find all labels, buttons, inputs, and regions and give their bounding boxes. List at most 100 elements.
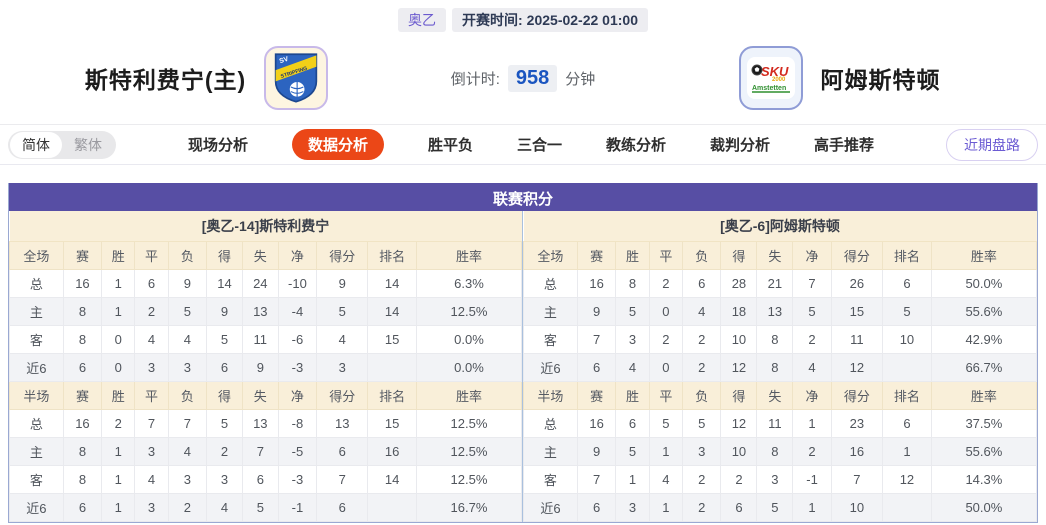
column-header: 失 <box>756 380 794 410</box>
stat-cell: 8 <box>756 352 794 382</box>
stat-cell <box>367 352 417 382</box>
column-header: 净 <box>277 380 318 410</box>
stat-cell: 9 <box>206 296 243 326</box>
stat-cell: -6 <box>277 324 318 354</box>
stat-cell: 24 <box>241 268 279 298</box>
stat-cell: 1 <box>101 296 136 326</box>
recent-odds-button[interactable]: 近期盘路 <box>946 128 1038 161</box>
stat-cell: 5 <box>615 436 650 466</box>
row-label: 总 <box>523 408 578 438</box>
lang-segment-1[interactable]: 繁体 <box>74 136 102 153</box>
column-header: 净 <box>277 240 318 270</box>
tab-三合一[interactable]: 三合一 <box>516 137 562 154</box>
stat-cell: 6 <box>241 464 279 494</box>
stat-cell: 28 <box>720 268 758 298</box>
column-header: 平 <box>648 240 684 270</box>
stat-cell: 9 <box>167 268 208 298</box>
column-header: 净 <box>792 240 832 270</box>
tab-胜平负[interactable]: 胜平负 <box>427 137 473 154</box>
stat-cell <box>882 352 932 382</box>
stat-cell: -3 <box>277 464 318 494</box>
stat-cell: 4 <box>615 352 650 382</box>
table-row: 客 8 1 4 3 3 6 -3 7 14 12.5% <box>9 464 523 494</box>
stat-cell: 0.0% <box>415 324 523 354</box>
stat-cell: 13 <box>241 296 279 326</box>
column-header: 胜率 <box>415 240 523 270</box>
row-label: 总 <box>523 268 578 298</box>
table-row: 近6 6 4 0 2 12 8 4 12 66.7% <box>523 352 1037 382</box>
tab-现场分析[interactable]: 现场分析 <box>187 137 248 154</box>
stat-cell: 8 <box>756 324 794 354</box>
stat-cell: 50.0% <box>930 492 1037 522</box>
stat-cell: 2 <box>682 464 722 494</box>
stat-cell: 3 <box>134 436 169 466</box>
row-label: 近6 <box>523 492 578 522</box>
row-label: 客 <box>9 324 64 354</box>
stat-cell: 7 <box>792 268 832 298</box>
stat-cell: 3 <box>615 492 650 522</box>
column-header: 负 <box>167 380 208 410</box>
stat-cell: 1 <box>648 492 684 522</box>
column-header: 净 <box>792 380 832 410</box>
stat-cell: 7 <box>830 464 884 494</box>
stat-cell <box>882 492 932 522</box>
stat-cell: 3 <box>134 492 169 522</box>
stat-cell: 7 <box>576 324 617 354</box>
stat-cell: 3 <box>134 352 169 382</box>
stat-cell: 5 <box>206 408 243 438</box>
row-label: 主 <box>523 436 578 466</box>
column-header: 赛 <box>576 240 617 270</box>
column-header: 全场 <box>9 240 64 270</box>
stat-cell: 14 <box>206 268 243 298</box>
column-header: 平 <box>134 380 169 410</box>
stat-cell: 9 <box>576 436 617 466</box>
row-label: 客 <box>523 324 578 354</box>
stat-cell: 6 <box>720 492 758 522</box>
stat-cell: 21 <box>756 268 794 298</box>
stat-cell: 4 <box>134 324 169 354</box>
stat-cell: 5 <box>648 408 684 438</box>
stat-cell: 10 <box>720 436 758 466</box>
column-header: 得 <box>206 240 243 270</box>
stat-cell: 5 <box>792 296 832 326</box>
stat-cell: 6 <box>62 492 103 522</box>
tab-数据分析[interactable]: 数据分析 <box>291 129 384 160</box>
stat-cell: 7 <box>241 436 279 466</box>
column-header: 胜率 <box>930 380 1037 410</box>
stat-cell: 4 <box>648 464 684 494</box>
stat-cell: 3 <box>756 464 794 494</box>
stat-cell: 6 <box>576 492 617 522</box>
league-points-section: 联赛积分 [奥乙-14]斯特利费宁 全场赛胜平负得失净得分 排名 胜率总 16 1 6 9 14… <box>8 183 1038 523</box>
column-header: 得分 <box>316 240 369 270</box>
stat-cell: -4 <box>277 296 318 326</box>
table-row: 客 7 1 4 2 2 3 -1 7 12 14.3% <box>523 464 1037 494</box>
row-label: 客 <box>9 464 64 494</box>
stat-cell: 0 <box>101 352 136 382</box>
table-row: 总 16 1 6 9 14 24 -10 9 14 6.3% <box>9 268 523 298</box>
stat-cell: 0 <box>648 352 684 382</box>
stat-cell: 8 <box>756 436 794 466</box>
language-toggle[interactable]: 简体 繁体 <box>8 130 116 159</box>
league-badge[interactable]: 奥乙 <box>398 8 446 32</box>
stat-cell: 2 <box>720 464 758 494</box>
table-row: 主 8 1 2 5 9 13 -4 5 14 12.5% <box>9 296 523 326</box>
lang-segment-0[interactable]: 简体 <box>10 131 62 158</box>
column-header: 胜 <box>615 380 650 410</box>
column-header: 得分 <box>830 240 884 270</box>
team-table-title: [奥乙-14]斯特利费宁 <box>9 211 522 242</box>
stat-cell: 15 <box>367 408 417 438</box>
stat-cell: 3 <box>206 464 243 494</box>
away-team-logo: SKU 2000 Amstetten <box>738 46 803 110</box>
column-header: 负 <box>167 240 208 270</box>
stat-cell: 6 <box>682 268 722 298</box>
tab-高手推荐[interactable]: 高手推荐 <box>814 137 875 154</box>
stat-cell: 16 <box>367 436 417 466</box>
tab-教练分析[interactable]: 教练分析 <box>606 137 667 154</box>
row-label: 客 <box>523 464 578 494</box>
table-row: 主 9 5 1 3 10 8 2 16 1 55.6% <box>523 436 1037 466</box>
tab-裁判分析[interactable]: 裁判分析 <box>710 137 771 154</box>
stat-cell: 55.6% <box>930 436 1037 466</box>
stat-cell: 6 <box>882 268 932 298</box>
stat-cell: 14.3% <box>930 464 1037 494</box>
stat-cell: 9 <box>316 268 369 298</box>
